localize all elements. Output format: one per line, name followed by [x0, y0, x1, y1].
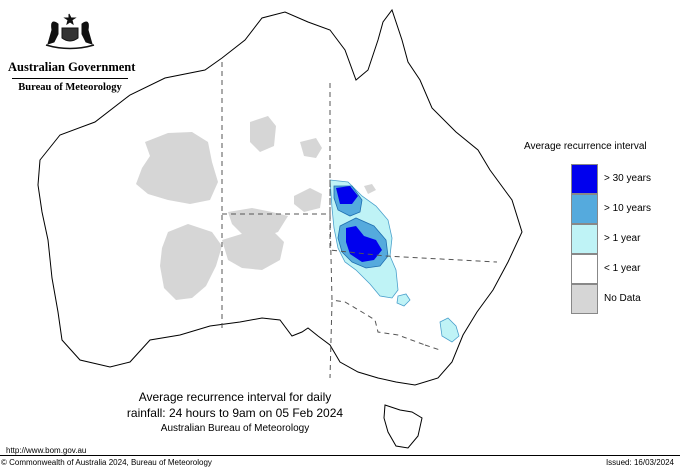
- legend-label: No Data: [604, 293, 641, 304]
- footer-divider: [0, 455, 680, 456]
- copyright-notice: © Commonwealth of Australia 2024, Bureau…: [1, 458, 212, 467]
- ari-30-years-regions: [336, 186, 382, 262]
- map-caption-line-1: Average recurrence interval for daily: [138, 390, 332, 404]
- government-title: Australian Government: [8, 60, 136, 74]
- map-caption-line-2: rainfall: 24 hours to 9am on 05 Feb 2024: [126, 406, 344, 420]
- agency-name: Bureau of Meteorology: [18, 82, 122, 93]
- legend-label: < 1 year: [604, 263, 641, 274]
- coat-of-arms-emblem: [45, 13, 95, 50]
- map-caption-line-3: Australian Bureau of Meteorology: [160, 423, 310, 434]
- australia-coastline: [37, 8, 523, 386]
- legend-label: > 30 years: [604, 173, 651, 184]
- legend-swatch: [571, 194, 598, 224]
- legend-title: Average recurrence interval: [524, 141, 647, 152]
- branding-divider: [12, 78, 128, 79]
- state-borders: [221, 62, 498, 379]
- legend-swatch: [571, 224, 598, 254]
- legend-swatch: [571, 284, 598, 314]
- tasmania-coastline: [383, 404, 423, 449]
- government-branding: Australian Government Bureau of Meteorol…: [8, 12, 136, 93]
- legend-label: > 10 years: [604, 203, 651, 214]
- legend-swatch: [571, 164, 598, 194]
- legend-label: > 1 year: [604, 233, 641, 244]
- website-url[interactable]: http://www.bom.gov.au: [6, 446, 87, 455]
- no-data-regions: [136, 116, 376, 300]
- legend-swatch: [571, 254, 598, 284]
- issued-date: Issued: 16/03/2024: [605, 458, 674, 467]
